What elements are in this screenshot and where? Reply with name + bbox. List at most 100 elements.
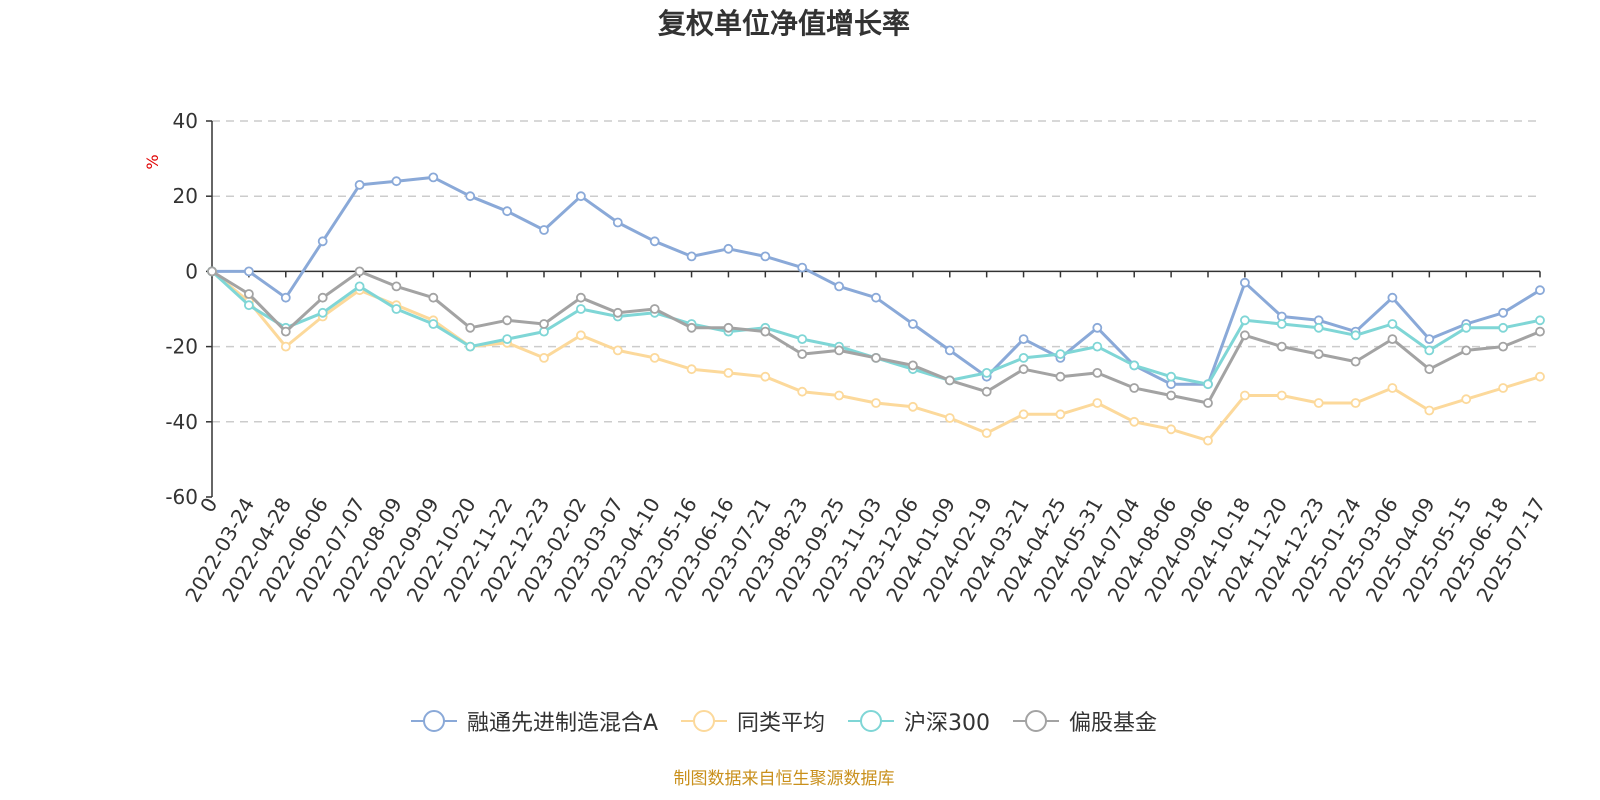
y-tick-label-4: 20 bbox=[173, 184, 198, 208]
y-axis-unit-label: % bbox=[143, 154, 162, 169]
series-2-point-22 bbox=[1018, 352, 1029, 363]
series-3-point-14 bbox=[723, 322, 734, 333]
series-2-point-36 bbox=[1535, 315, 1545, 326]
series-0-point-2 bbox=[280, 292, 291, 303]
legend-swatch-2-icon bbox=[848, 710, 895, 732]
series-1-point-26 bbox=[1166, 424, 1176, 435]
series-0-point-28 bbox=[1240, 277, 1250, 288]
series-1-point-30 bbox=[1313, 398, 1324, 408]
series-1-point-24 bbox=[1092, 398, 1103, 408]
legend-label-2: 沪深300 bbox=[904, 711, 991, 736]
chart-plot: -60-40-200204002022-03-242022-04-282022-… bbox=[143, 109, 1550, 606]
series-3-point-3 bbox=[317, 292, 328, 303]
series-2-point-5 bbox=[391, 304, 402, 314]
series-1-point-14 bbox=[723, 367, 734, 378]
series-2-point-24 bbox=[1092, 341, 1103, 352]
series-0-point-32 bbox=[1387, 292, 1398, 303]
axes bbox=[206, 120, 1541, 498]
series-1-point-33 bbox=[1424, 405, 1435, 416]
series-0-point-16 bbox=[797, 262, 808, 273]
series-0-point-15 bbox=[760, 251, 771, 262]
series-0-point-13 bbox=[686, 251, 697, 262]
series-1-point-12 bbox=[649, 352, 660, 363]
series-0-point-11 bbox=[612, 217, 623, 228]
legend: 融通先进制造混合A 同类平均 沪深300 偏股基金 bbox=[0, 705, 1568, 739]
series-3-point-23 bbox=[1055, 371, 1066, 382]
series-0-point-33 bbox=[1424, 334, 1435, 345]
series-3-point-16 bbox=[797, 349, 808, 360]
series-3-point-25 bbox=[1129, 383, 1140, 393]
series-0-point-17 bbox=[834, 281, 844, 292]
series-3-point-36 bbox=[1535, 326, 1545, 337]
series-1-point-2 bbox=[280, 341, 291, 352]
legend-item-2[interactable]: 沪深300 bbox=[848, 705, 990, 737]
y-tick-label-0: -60 bbox=[165, 485, 198, 509]
series-3-point-15 bbox=[760, 326, 771, 337]
series-1-point-18 bbox=[871, 398, 881, 408]
series-1-point-17 bbox=[834, 390, 844, 401]
series-1-point-21 bbox=[981, 428, 992, 439]
series-0-point-9 bbox=[539, 225, 549, 235]
series-0-point-7 bbox=[465, 191, 476, 202]
series-2-point-10 bbox=[576, 304, 586, 314]
series-3-point-31 bbox=[1350, 356, 1361, 367]
series-1-point-32 bbox=[1387, 383, 1398, 393]
legend-item-3[interactable]: 偏股基金 bbox=[1013, 705, 1157, 737]
series-2-point-27 bbox=[1203, 379, 1213, 390]
series-1-point-23 bbox=[1055, 409, 1066, 420]
series-3-point-18 bbox=[871, 352, 881, 363]
series-3-point-10 bbox=[576, 292, 586, 303]
series-1-point-19 bbox=[908, 401, 918, 412]
series-2-point-3 bbox=[317, 307, 328, 318]
series-2-point-21 bbox=[981, 367, 992, 378]
series-1-point-28 bbox=[1240, 390, 1250, 401]
series-1-point-29 bbox=[1276, 390, 1287, 401]
series-0-point-4 bbox=[354, 179, 365, 190]
series-0-point-5 bbox=[391, 176, 402, 187]
series-2-point-35 bbox=[1498, 322, 1508, 333]
series-1-point-20 bbox=[944, 413, 955, 423]
series-1-point-34 bbox=[1461, 394, 1472, 405]
series-0-point-18 bbox=[871, 292, 881, 303]
series-2-point-6 bbox=[428, 319, 439, 329]
series-3-point-17 bbox=[834, 345, 844, 356]
series-3-point-1 bbox=[243, 289, 254, 299]
series-3-point-21 bbox=[981, 386, 992, 397]
legend-item-0[interactable]: 融通先进制造混合A bbox=[410, 705, 658, 737]
y-tick-label-5: 40 bbox=[173, 109, 198, 133]
y-tick-label-1: -40 bbox=[165, 410, 198, 434]
series-2-point-25 bbox=[1129, 360, 1140, 371]
series-0-point-20 bbox=[944, 345, 955, 356]
series-2-point-23 bbox=[1055, 349, 1066, 360]
series-1-point-11 bbox=[612, 345, 623, 356]
series-lines bbox=[207, 172, 1545, 446]
series-2-point-8 bbox=[502, 334, 513, 345]
series-3-point-24 bbox=[1092, 367, 1103, 378]
series-1-point-27 bbox=[1203, 435, 1213, 446]
series-3-point-20 bbox=[944, 375, 955, 386]
series-2-point-26 bbox=[1166, 371, 1176, 382]
series-3-point-4 bbox=[354, 266, 365, 277]
series-0-point-14 bbox=[723, 243, 734, 254]
series-3-point-22 bbox=[1018, 364, 1029, 375]
series-3-point-12 bbox=[649, 304, 660, 314]
series-0-point-22 bbox=[1018, 334, 1029, 345]
series-3-point-9 bbox=[539, 319, 549, 329]
series-2-point-28 bbox=[1240, 315, 1250, 326]
series-3-point-34 bbox=[1461, 345, 1472, 356]
series-1-point-25 bbox=[1129, 416, 1140, 427]
series-3-point-13 bbox=[686, 322, 697, 333]
series-3-point-29 bbox=[1276, 341, 1287, 352]
series-3-point-27 bbox=[1203, 398, 1213, 408]
series-3-point-28 bbox=[1240, 330, 1250, 341]
series-3-point-5 bbox=[391, 281, 402, 292]
chart-title: 复权单位净值增长率 bbox=[657, 7, 910, 40]
series-3-point-7 bbox=[465, 322, 476, 333]
series-3-point-30 bbox=[1313, 349, 1324, 360]
series-0-point-1 bbox=[243, 266, 254, 277]
series-0-point-19 bbox=[908, 319, 918, 329]
series-3-point-0 bbox=[207, 266, 217, 277]
series-1-point-22 bbox=[1018, 409, 1029, 420]
legend-item-1[interactable]: 同类平均 bbox=[681, 705, 825, 737]
series-2-point-30 bbox=[1313, 322, 1324, 333]
